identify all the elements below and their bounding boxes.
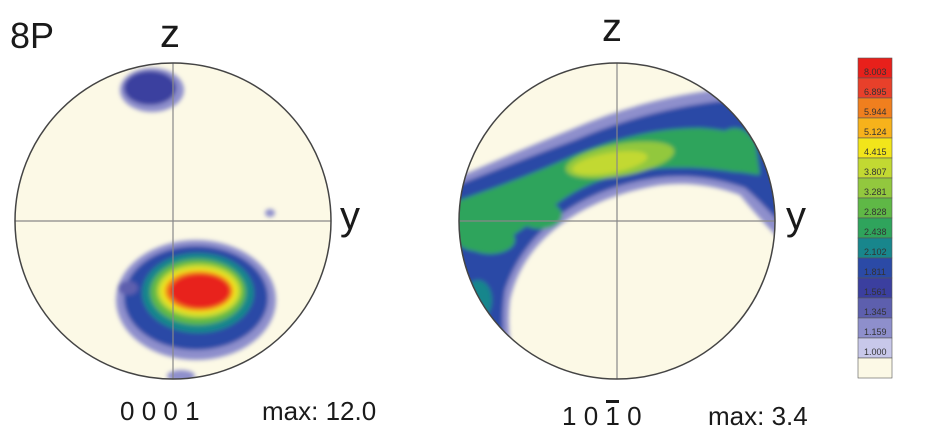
legend-value: 1.000 (864, 347, 887, 357)
legend-value: 3.281 (864, 187, 887, 197)
pole-figure-border (14, 62, 332, 380)
pole-figure-2-max-label: max: 3.4 (708, 401, 808, 431)
legend-value: 5.944 (864, 107, 887, 117)
pole-figure-1-top-axis: z (160, 12, 180, 56)
legend-value: 5.124 (864, 127, 887, 137)
plane-index-overbar: 1 (605, 400, 620, 431)
legend-value: 3.807 (864, 167, 887, 177)
sample-label: 8P (10, 15, 55, 56)
legend-value: 2.828 (864, 207, 887, 217)
legend-value: 6.895 (864, 87, 887, 97)
pole-figure-2-plane-label: 1 0 1 0 (562, 400, 642, 431)
legend-value: 1.345 (864, 307, 887, 317)
intensity-contours (116, 68, 276, 379)
pole-figure-1-max-label: max: 12.0 (262, 396, 377, 426)
pole-figure-1-right-axis: y (340, 194, 360, 238)
plane-index: 0 (163, 396, 178, 426)
plane-index: 0 (583, 401, 599, 431)
plane-index: 0 (141, 396, 157, 426)
pole-figure-0001 (14, 62, 332, 380)
legend-value: 1.561 (864, 287, 887, 297)
legend-value: 1.811 (864, 267, 886, 277)
pole-figure-1-plane-label: 0 0 0 1 (120, 398, 200, 424)
plane-index: 1 (562, 401, 577, 431)
intensity-legend: 8.003 6.895 5.944 5.124 4.415 3.807 3.281 2.828… (857, 57, 893, 379)
legend-value: 2.102 (864, 247, 887, 257)
legend-value: 4.415 (864, 147, 887, 157)
legend-value: 1.159 (864, 327, 887, 337)
plane-index: 0 (120, 396, 135, 426)
legend-value: 8.003 (864, 67, 887, 77)
pole-figure-2-right-axis: y (786, 194, 806, 238)
pole-figure-2-top-axis: z (602, 6, 622, 50)
legend-swatch (857, 357, 893, 379)
pole-figure-10-10 (458, 62, 776, 380)
plane-index: 0 (627, 401, 642, 431)
plane-index: 1 (185, 396, 200, 426)
pole-figure-border (458, 62, 776, 380)
legend-value: 2.438 (864, 227, 887, 237)
